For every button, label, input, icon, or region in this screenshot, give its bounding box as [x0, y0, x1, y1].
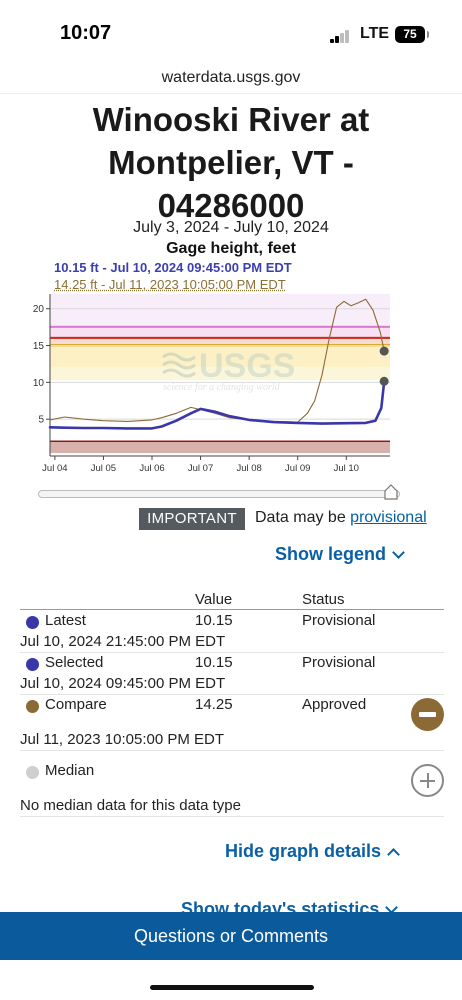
legend-row-time: Jul 11, 2023 10:05:00 PM EDT: [20, 731, 225, 748]
current-series-line: [48, 380, 386, 430]
x-tick-label: Jul 05: [91, 463, 116, 474]
legend-row-name: Latest: [45, 612, 86, 629]
flood-band: [50, 440, 390, 443]
status-time: 10:07: [60, 22, 112, 44]
column-header-value: Value: [195, 591, 233, 608]
latest-series-dot: [26, 616, 39, 629]
y-tick-label: 15: [33, 341, 45, 352]
compare-series-dot: [26, 700, 39, 713]
legend-row-status: Provisional: [302, 654, 376, 671]
page-title: Winooski River at Montpelier, VT - 04286…: [92, 101, 370, 224]
hide-graph-details-label: Hide graph details: [225, 841, 382, 861]
x-tick-label: Jul 04: [42, 463, 67, 474]
legend-row-status: Approved: [302, 696, 367, 713]
flood-band: [50, 336, 390, 339]
remove-compare-button[interactable]: [411, 698, 444, 731]
legend-row-note: No median data for this data type: [20, 797, 241, 814]
flood-band: [50, 442, 390, 454]
legend-row-time: Jul 10, 2024 09:45:00 PM EDT: [20, 675, 226, 692]
x-tick-label: Jul 10: [334, 463, 359, 474]
chevron-down-icon: [392, 546, 405, 559]
y-tick-label: 5: [38, 415, 44, 426]
important-badge: IMPORTANT: [139, 508, 245, 530]
home-area: [0, 960, 462, 1000]
chart-ticks: 5 10 15 20 Jul 04 Jul 05 Jul 06 Jul 07 Jul 08 Jul…: [33, 304, 359, 474]
y-tick-label: 20: [33, 304, 45, 315]
legend-row-name: Selected: [45, 654, 104, 671]
flood-band: [50, 346, 390, 367]
show-legend-label: Show legend: [275, 544, 387, 564]
chart-grid: [50, 308, 390, 420]
chevron-up-icon: [387, 848, 400, 861]
network-label: LTE: [360, 25, 390, 42]
add-median-button[interactable]: [411, 764, 444, 797]
column-header-status: Status: [302, 591, 345, 608]
show-legend-button[interactable]: Show legend: [275, 544, 405, 565]
row-divider: [20, 694, 444, 695]
time-slider-handle[interactable]: [384, 484, 398, 500]
row-divider: [20, 750, 444, 751]
legend-row-status: Provisional: [302, 612, 376, 629]
legend-row-name: Compare: [45, 696, 107, 713]
hydrograph-chart[interactable]: USGS science for a changing world 5 10 15 2…: [0, 290, 462, 480]
hide-graph-details-button[interactable]: Hide graph details: [225, 841, 400, 862]
home-indicator[interactable]: [150, 985, 314, 990]
date-range: July 3, 2024 - July 10, 2024: [133, 219, 329, 236]
tooltip-compare: 14.25 ft - Jul 11, 2023 10:05:00 PM EDT: [54, 277, 286, 292]
legend-row-value: 10.15: [195, 612, 233, 629]
usgs-watermark: USGS science for a changing world: [162, 347, 295, 393]
battery-icon: 75: [395, 26, 429, 43]
watermark-logo: USGS: [199, 347, 295, 385]
provisional-link[interactable]: provisional: [350, 509, 427, 526]
x-tick-label: Jul 09: [285, 463, 310, 474]
median-series-dot: [26, 766, 39, 779]
status-bar: 10:07 LTE 75: [0, 0, 462, 62]
compare-series-endpoint: [379, 346, 389, 356]
current-series-endpoint: [379, 376, 389, 386]
x-tick-label: Jul 07: [188, 463, 213, 474]
header-divider: [20, 609, 444, 610]
flood-band: [50, 327, 390, 337]
questions-comments-button[interactable]: Questions or Comments: [0, 912, 462, 960]
flood-band: [50, 294, 390, 326]
legend-row-time: Jul 10, 2024 21:45:00 PM EDT: [20, 633, 226, 650]
tooltip-selected: 10.15 ft - Jul 10, 2024 09:45:00 PM EDT: [54, 260, 292, 275]
flood-band: [50, 366, 390, 381]
signal-icon: [330, 29, 352, 43]
selected-series-dot: [26, 658, 39, 671]
legend-row-value: 14.25: [195, 696, 233, 713]
y-tick-label: 10: [33, 378, 45, 389]
row-divider: [20, 816, 444, 817]
flood-band: [50, 338, 390, 345]
parameter-name: Gage height, feet: [166, 240, 296, 257]
time-slider-track[interactable]: [38, 490, 400, 498]
chart-axes: [49, 294, 390, 457]
legend-row-name: Median: [45, 762, 95, 779]
chart-series: [48, 298, 389, 430]
provisional-notice: Data may be provisional: [255, 509, 427, 527]
legend-row-value: 10.15: [195, 654, 233, 671]
row-divider: [20, 652, 444, 653]
x-tick-label: Jul 06: [139, 463, 164, 474]
watermark-tagline: science for a changing world: [163, 382, 281, 393]
x-tick-label: Jul 08: [236, 463, 261, 474]
provisional-notice-text: Data may be: [255, 509, 346, 526]
flood-band: [50, 325, 390, 328]
address-bar[interactable]: waterdata.usgs.gov: [0, 64, 462, 94]
